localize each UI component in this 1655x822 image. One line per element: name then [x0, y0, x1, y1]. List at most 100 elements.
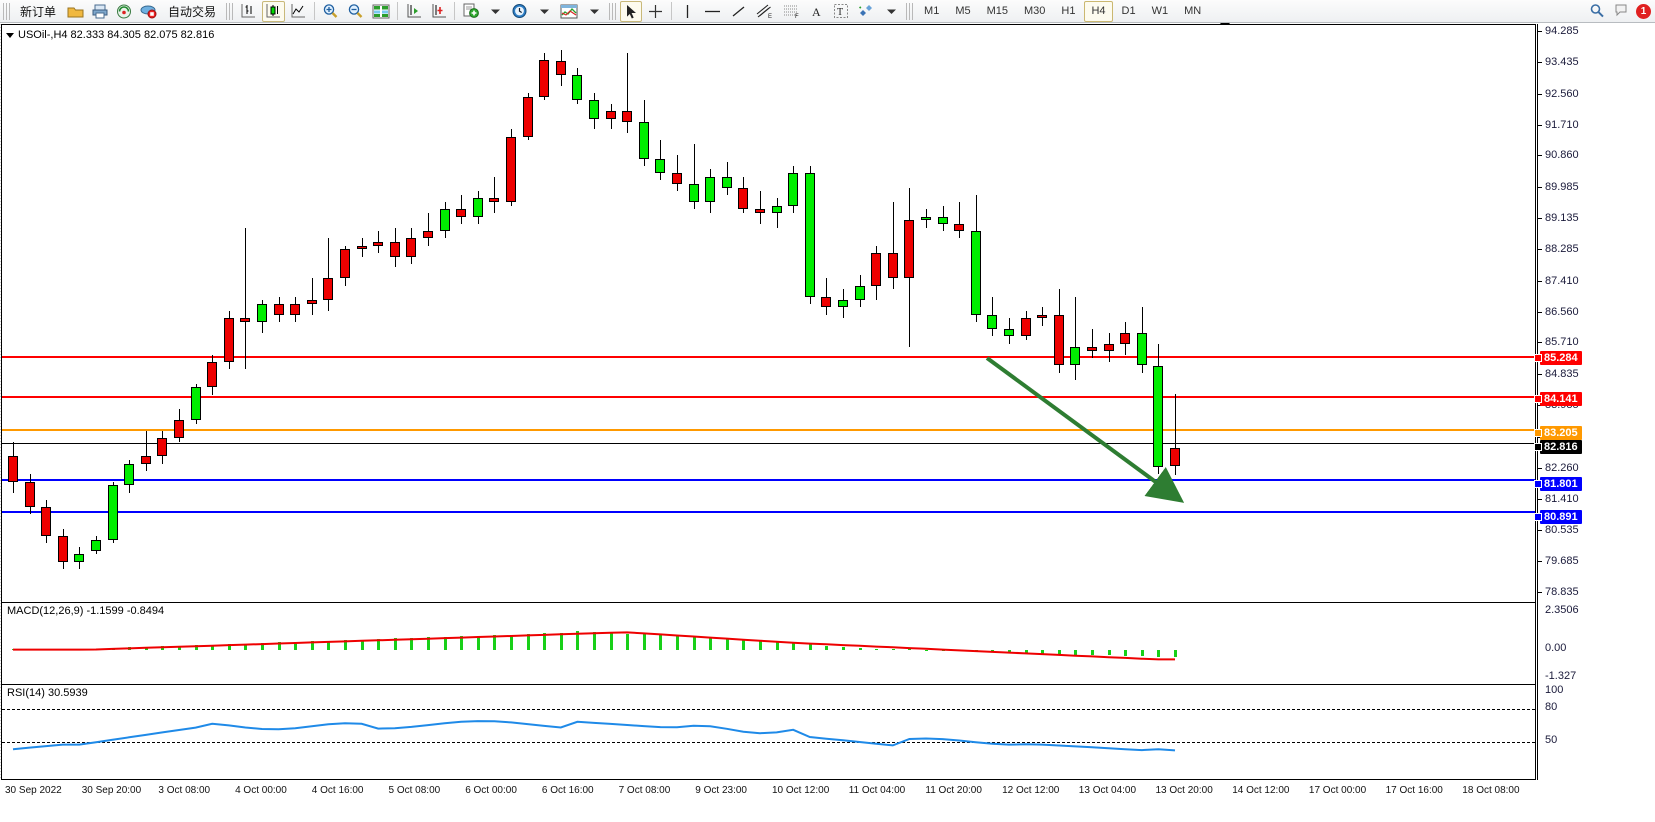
chevron-down-icon-3[interactable]	[583, 1, 605, 22]
toolbar-separator-3	[454, 2, 456, 20]
level-line-support-2[interactable]	[2, 511, 1535, 513]
print-icon[interactable]	[89, 1, 111, 22]
vline-icon[interactable]	[676, 1, 698, 22]
candle	[207, 354, 218, 395]
label-icon[interactable]: T	[830, 1, 852, 22]
time-axis[interactable]: 30 Sep 2022 30 Sep 20:00 3 Oct 08:00 4 Oct …	[1, 781, 1536, 801]
timeframe-h4[interactable]: H4	[1084, 0, 1113, 22]
level-handle[interactable]	[1534, 443, 1542, 452]
price-pane[interactable]	[2, 25, 1535, 601]
price-level-label-current-price[interactable]: 82.816	[1540, 440, 1582, 455]
level-handle[interactable]	[1534, 353, 1542, 362]
macd-label: MACD(12,26,9) -1.1599 -0.8494	[7, 605, 165, 617]
line-chart-icon[interactable]	[287, 1, 310, 22]
price-axis-label: 93.435	[1545, 55, 1579, 68]
level-line-resistance-2[interactable]	[2, 356, 1535, 358]
toolbar-grip-2[interactable]	[226, 2, 234, 20]
candle	[854, 274, 865, 308]
price-axis-label: 89.135	[1545, 212, 1579, 224]
price-axis-label: 87.410	[1545, 274, 1579, 287]
shift-start-icon[interactable]	[402, 1, 425, 22]
level-line-pivot[interactable]	[2, 429, 1535, 431]
timeframe-h1[interactable]: H1	[1061, 4, 1076, 17]
grid-icon[interactable]	[369, 1, 393, 22]
toolbar-grip[interactable]	[3, 2, 10, 20]
time-axis-label: 30 Sep 20:00	[81, 785, 142, 796]
timeframe-m5[interactable]: M5	[955, 4, 971, 17]
wifi-icon[interactable]	[113, 1, 135, 22]
new-order-button[interactable]: 新订单	[20, 4, 57, 19]
search-icon[interactable]	[1586, 1, 1609, 22]
price-level-label-pivot[interactable]: 83.205	[1540, 426, 1582, 441]
autotrade-icon[interactable]	[137, 1, 160, 22]
price-level-label-resistance[interactable]: 84.141	[1540, 392, 1582, 407]
down-trend-arrow-icon[interactable]	[2, 25, 1535, 601]
toolbar-grip-4[interactable]	[906, 2, 914, 20]
chevron-down-icon[interactable]	[484, 1, 506, 22]
fibo-icon[interactable]: F	[779, 1, 804, 22]
bar-chart-icon[interactable]	[237, 1, 260, 22]
candle	[688, 144, 699, 210]
level-handle[interactable]	[1534, 480, 1542, 489]
timeframe-mn[interactable]: MN	[1184, 4, 1202, 17]
equidistant-icon[interactable]: E	[752, 1, 777, 22]
zoom-out-icon[interactable]	[344, 1, 367, 22]
price-axis-label: 91.710	[1545, 118, 1579, 131]
timeframe-d1[interactable]: D1	[1121, 4, 1136, 17]
candle-chart-icon[interactable]	[262, 0, 286, 22]
macd-histogram-bar	[1074, 650, 1078, 655]
cursor-icon[interactable]	[620, 0, 643, 22]
timeframe-m1[interactable]: M1	[924, 4, 940, 17]
level-line-support-1[interactable]	[2, 479, 1535, 481]
folder-icon[interactable]	[64, 1, 87, 22]
level-handle[interactable]	[1534, 429, 1542, 438]
text-icon[interactable]: A	[806, 1, 828, 22]
symbol-header[interactable]: USOil-,H4 82.333 84.305 82.075 82.816	[6, 29, 214, 41]
candle	[1136, 307, 1147, 373]
macd-histogram-bar	[576, 631, 580, 650]
candle	[1053, 289, 1064, 373]
add-indicator-icon[interactable]	[459, 1, 482, 22]
macd-pane[interactable]: MACD(12,26,9) -1.1599 -0.8494	[2, 602, 1535, 683]
candle-body	[1037, 314, 1048, 319]
time-axis-label: 5 Oct 08:00	[388, 785, 441, 796]
objects-icon[interactable]	[854, 1, 878, 22]
price-level-label-support[interactable]: 81.801	[1540, 477, 1582, 492]
zoom-in-icon[interactable]	[319, 1, 342, 22]
timeframe-w1[interactable]: W1	[1151, 4, 1169, 17]
notification-badge[interactable]: 1	[1636, 3, 1651, 19]
hline-icon[interactable]	[700, 1, 725, 22]
price-level-label-support[interactable]: 80.891	[1540, 510, 1582, 525]
candle-body	[589, 100, 599, 119]
toolbar-grip-3[interactable]	[609, 2, 617, 20]
candle	[157, 430, 168, 464]
chevron-down-icon-4[interactable]	[880, 1, 902, 22]
trendline-icon[interactable]	[727, 1, 750, 22]
rsi-pane[interactable]: RSI(14) 30.5939	[2, 684, 1535, 781]
candle-body	[622, 111, 633, 123]
price-axis[interactable]: 94.285 93.435 92.560 91.710 90.860 89.985 89.1…	[1534, 24, 1655, 780]
price-level-label-resistance[interactable]: 85.284	[1540, 350, 1582, 365]
candle	[954, 202, 965, 239]
candle	[522, 93, 533, 141]
autotrade-button[interactable]: 自动交易	[168, 4, 217, 19]
level-handle[interactable]	[1534, 395, 1542, 404]
templates-icon[interactable]	[557, 1, 581, 22]
macd-histogram-bar	[709, 637, 713, 650]
level-handle[interactable]	[1534, 513, 1542, 522]
candle-body	[854, 285, 865, 301]
period-clock-icon[interactable]	[508, 1, 531, 22]
chevron-down-icon-2[interactable]	[533, 1, 555, 22]
crosshair-icon[interactable]	[644, 1, 667, 22]
caret-down-icon[interactable]	[6, 32, 14, 38]
candle	[638, 100, 649, 166]
macd-histogram-bar	[1057, 650, 1061, 655]
shift-end-icon[interactable]	[427, 1, 450, 22]
timeframe-m15[interactable]: M15	[986, 4, 1008, 17]
level-line-resistance-1[interactable]	[2, 396, 1535, 398]
timeframe-m30[interactable]: M30	[1024, 4, 1046, 17]
macd-histogram-bar	[194, 645, 198, 650]
macd-histogram-bar	[443, 636, 447, 650]
alerts-icon[interactable]	[1611, 1, 1635, 22]
chart-plot-area[interactable]: USOil-,H4 82.333 84.305 82.075 82.816 MA…	[1, 24, 1536, 780]
